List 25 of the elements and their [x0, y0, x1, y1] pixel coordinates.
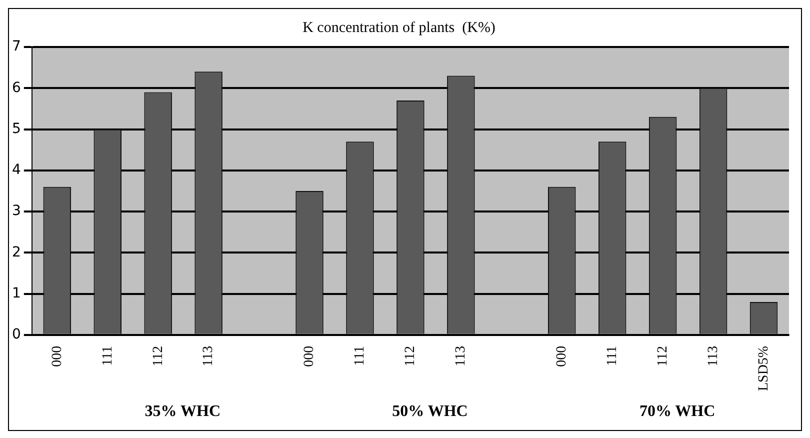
x-tick-label: 112: [655, 346, 670, 366]
y-tick-label: 3: [12, 203, 21, 220]
y-tick-label: 5: [12, 120, 21, 137]
x-tick-label: 111: [100, 346, 116, 366]
x-tick-label: LSD5%: [756, 346, 772, 392]
x-tick-label: 113: [706, 346, 721, 366]
y-tick-label: 1: [12, 285, 21, 302]
y-tick-label: 6: [12, 80, 21, 96]
x-tick-label: 000: [302, 346, 318, 367]
x-tick-label: 112: [150, 346, 166, 366]
x-tick-label: 111: [352, 346, 368, 366]
text: 50% WHC: [391, 403, 469, 421]
y-tick-label: 2: [12, 244, 21, 260]
y-tick-label: 4: [12, 162, 21, 178]
text: 35% WHC: [144, 403, 222, 421]
x-tick-label: 112: [403, 346, 418, 366]
text: 70% WHC: [638, 403, 716, 421]
x-tick-label: 113: [454, 346, 469, 366]
x-tick-label: 111: [605, 346, 620, 366]
chart-title: K concentration of plants (K%): [302, 20, 496, 36]
y-tick-label: 0: [12, 326, 21, 343]
x-tick-label: 000: [50, 346, 65, 367]
y-tick-label: 7: [12, 38, 21, 55]
x-tick-label: 113: [201, 346, 216, 366]
x-tick-label: 000: [554, 346, 570, 367]
